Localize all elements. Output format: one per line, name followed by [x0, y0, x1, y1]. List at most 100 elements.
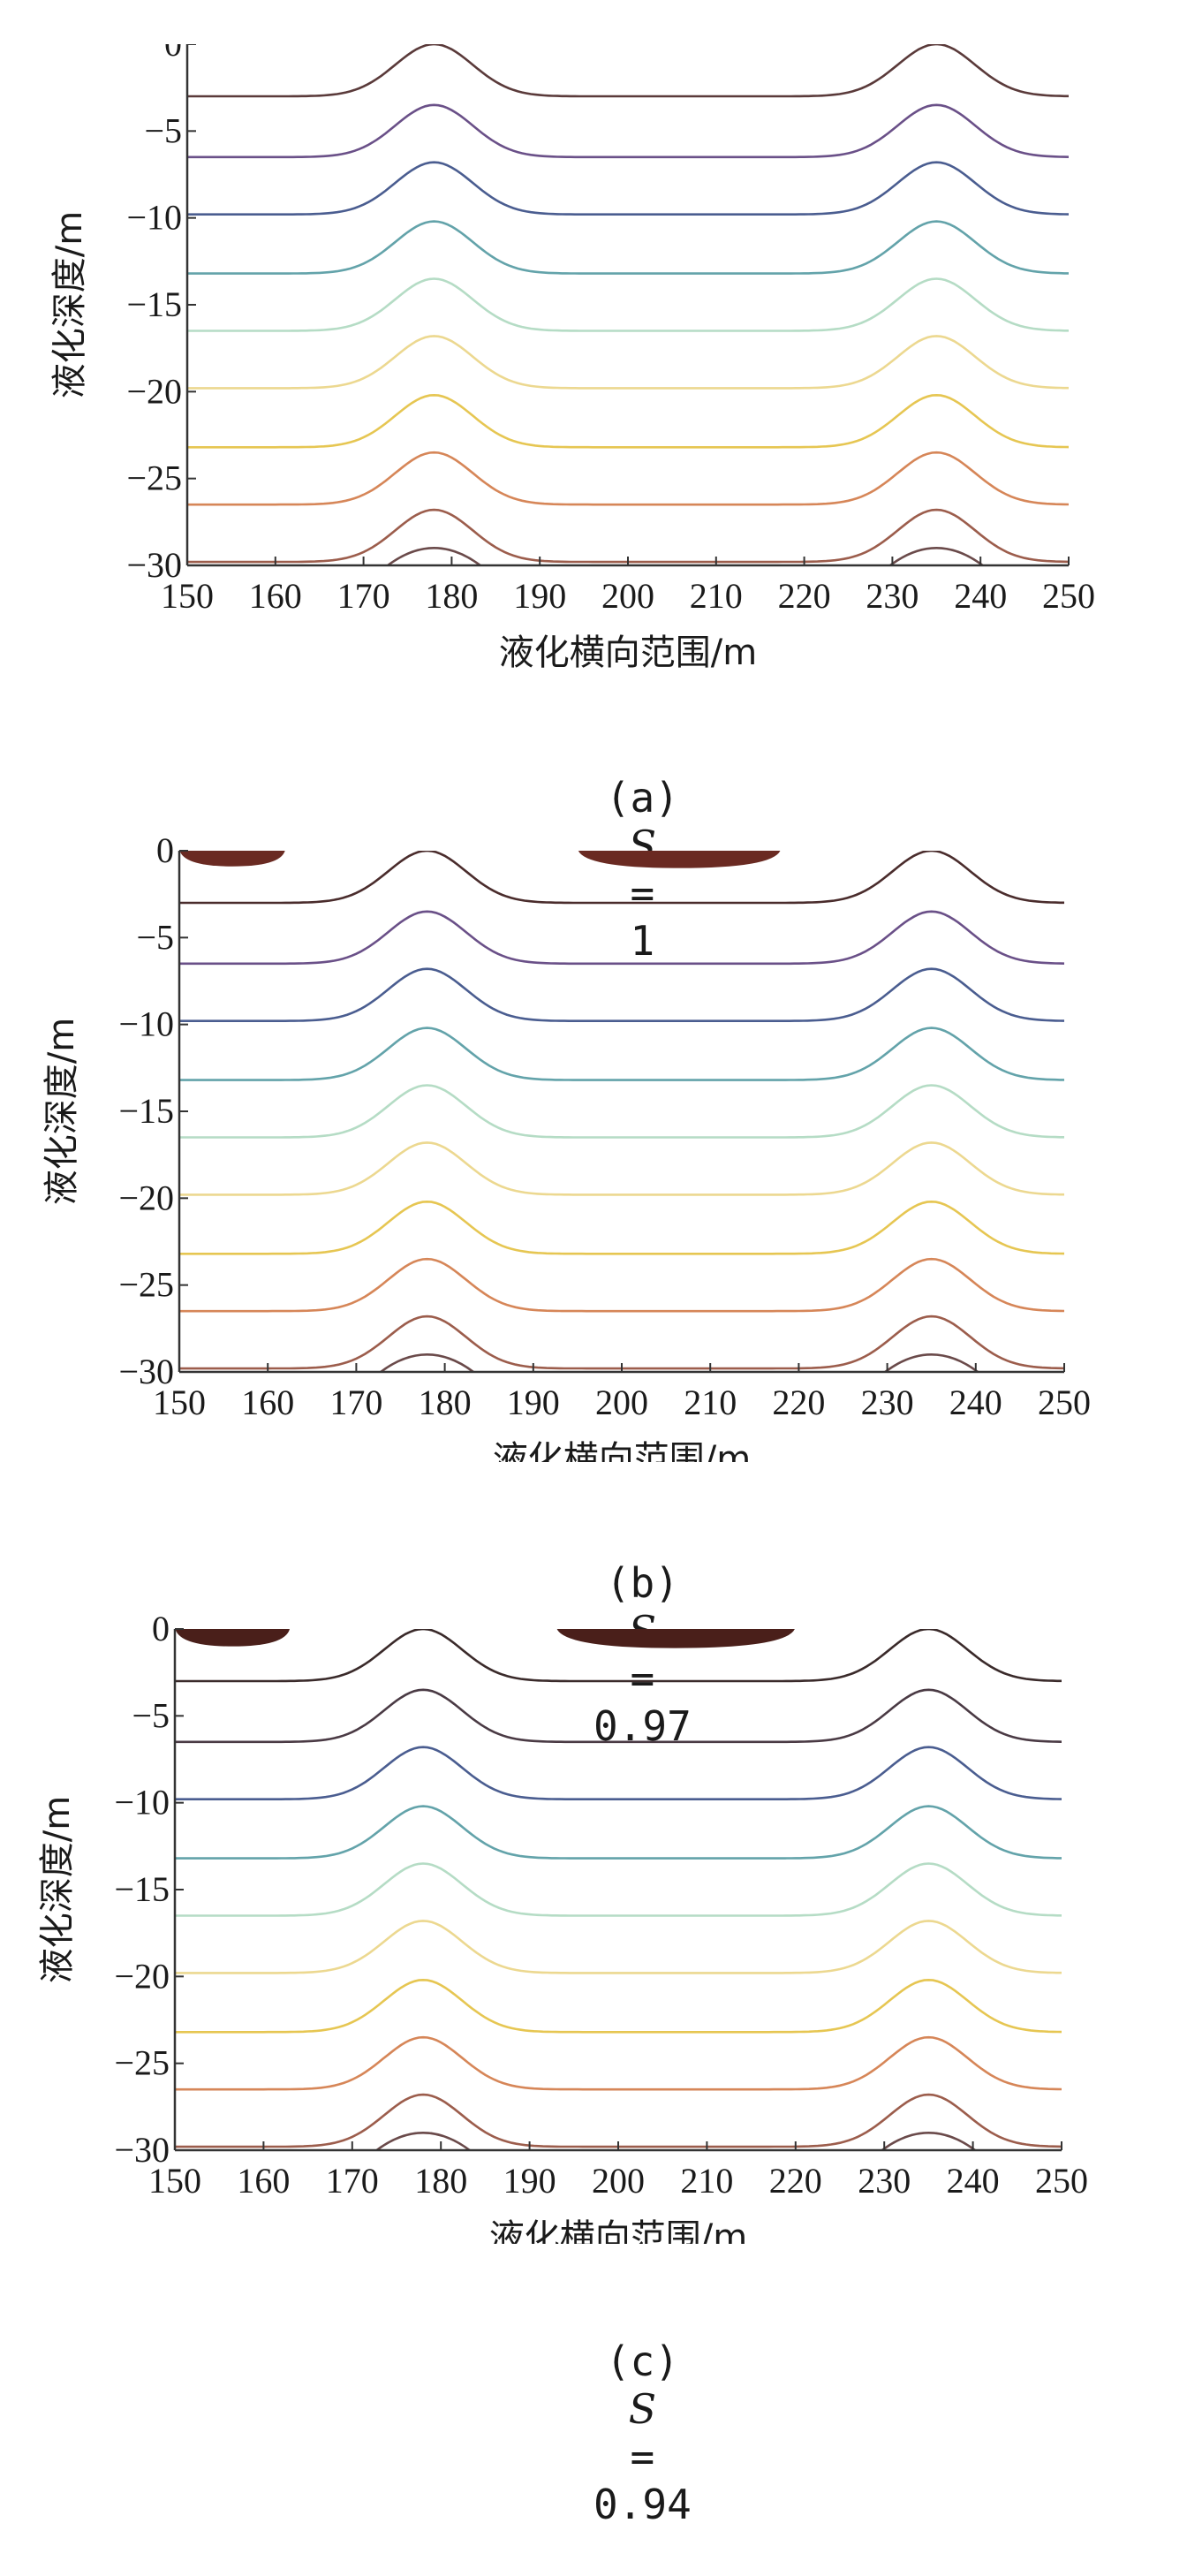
- contour-line-b-4: [179, 1027, 1064, 1081]
- x-tick-label-c: 160: [237, 2161, 290, 2201]
- contour-line-a-3: [187, 161, 1069, 216]
- x-tick-label-a: 240: [954, 576, 1007, 616]
- x-tick-label-a: 220: [778, 576, 831, 616]
- contour-group-a: [187, 44, 1069, 565]
- y-axis-label-c: 液化深度/m: [37, 1796, 78, 1983]
- contour-line-a-1: [187, 44, 1069, 98]
- contour-line-a-2: [187, 103, 1069, 159]
- contour-line-b-5: [179, 1084, 1064, 1139]
- x-tick-label-c: 250: [1035, 2161, 1088, 2201]
- closed-contour-b-1: [378, 1353, 476, 1372]
- x-tick-label-a: 160: [249, 576, 302, 616]
- y-tick-label-a: −5: [144, 110, 182, 150]
- y-tick-label-b: −25: [118, 1265, 174, 1305]
- x-tick-label-b: 200: [595, 1383, 648, 1422]
- x-tick-label-a: 200: [601, 576, 654, 616]
- y-axis-label-a: 液化深度/m: [49, 211, 90, 398]
- x-tick-label-b: 160: [241, 1383, 294, 1422]
- chart-panel-b: 0 −5 −10 −15 −20 −25 −30 150 160 170 180 190 200 210 2…: [0, 826, 1187, 1750]
- contour-line-a-5: [187, 277, 1069, 332]
- x-tick-label-c: 150: [148, 2161, 201, 2201]
- x-tick-label-c: 230: [858, 2161, 911, 2201]
- contour-group-c: [175, 1629, 1062, 2150]
- caption-a: (a) S = 1: [0, 726, 1187, 1012]
- caption-value-c: 0.94: [594, 2481, 692, 2528]
- y-tick-label-c: −5: [132, 1695, 170, 1735]
- contour-line-a-9: [187, 508, 1069, 564]
- caption-equals-c: =: [605, 2433, 679, 2481]
- closed-contour-c-2: [880, 2132, 978, 2150]
- y-axis-label-b: 液化深度/m: [42, 1018, 82, 1205]
- x-axis-label-a: 液化横向范围/m: [499, 633, 757, 673]
- closed-contour-a-2: [888, 547, 985, 565]
- x-tick-label-a: 210: [690, 576, 743, 616]
- contour-line-c-6: [175, 1920, 1062, 1974]
- liquefied-zone-b-1: [179, 851, 285, 867]
- x-tick-label-b: 220: [772, 1383, 825, 1422]
- contour-line-b-6: [179, 1141, 1064, 1196]
- contour-line-c-1: [175, 1629, 1062, 1683]
- contour-line-b-7: [179, 1200, 1064, 1255]
- y-tick-label-a: −10: [126, 198, 182, 238]
- y-tick-label-c: −30: [114, 2130, 170, 2170]
- contour-line-c-4: [175, 1805, 1062, 1860]
- y-tick-label-a: −25: [126, 458, 182, 498]
- x-tick-label-c: 190: [503, 2161, 556, 2201]
- caption-value-a: 1: [630, 917, 655, 965]
- contour-line-b-9: [179, 1315, 1064, 1370]
- caption-symbol-c: S: [628, 2385, 657, 2433]
- contour-line-b-2: [179, 910, 1064, 966]
- contour-line-c-9: [175, 2093, 1062, 2148]
- caption-label-c: (c): [605, 2337, 679, 2385]
- y-tick-label-b: −20: [118, 1178, 174, 1217]
- x-tick-label-a: 230: [866, 576, 919, 616]
- liquefied-zone-b-2: [578, 851, 781, 868]
- closed-contour-b-2: [883, 1353, 980, 1372]
- x-tick-label-b: 240: [949, 1383, 1002, 1422]
- contour-line-b-8: [179, 1257, 1064, 1313]
- contour-line-a-8: [187, 451, 1069, 506]
- x-tick-label-a: 250: [1042, 576, 1095, 616]
- x-tick-label-a: 170: [337, 576, 390, 616]
- y-tick-label-a: −20: [126, 371, 182, 411]
- y-tick-label-c: −25: [114, 2043, 170, 2083]
- y-tick-label-a: 0: [164, 44, 182, 64]
- x-tick-label-a: 180: [425, 576, 478, 616]
- contour-line-a-4: [187, 220, 1069, 275]
- x-axis-label-b: 液化横向范围/m: [493, 1439, 751, 1462]
- y-tick-label-b: −10: [118, 1004, 174, 1044]
- x-tick-label-b: 150: [153, 1383, 206, 1422]
- x-tick-label-b: 210: [684, 1383, 737, 1422]
- caption-equals-a: =: [605, 869, 679, 917]
- caption-c: (c) S = 0.94: [0, 2290, 1187, 2576]
- x-tick-label-b: 250: [1038, 1383, 1091, 1422]
- y-tick-label-a: −30: [126, 545, 182, 585]
- caption-equals-b: =: [605, 1655, 679, 1702]
- x-tick-label-b: 180: [419, 1383, 472, 1422]
- contour-line-c-5: [175, 1862, 1062, 1917]
- x-tick-label-a: 150: [161, 576, 214, 616]
- contour-line-a-6: [187, 335, 1069, 390]
- y-tick-label-b: −30: [118, 1352, 174, 1391]
- y-tick-label-b: −5: [136, 917, 174, 957]
- x-tick-label-c: 220: [769, 2161, 822, 2201]
- liquefied-zone-c-2: [556, 1629, 795, 1648]
- contour-line-b-1: [179, 851, 1064, 905]
- closed-contour-c-1: [374, 2132, 472, 2150]
- y-tick-label-c: −20: [114, 1956, 170, 1996]
- y-tick-label-a: −15: [126, 284, 182, 324]
- x-tick-label-c: 180: [414, 2161, 467, 2201]
- y-tick-label-b: 0: [156, 830, 174, 870]
- x-tick-label-b: 170: [329, 1383, 382, 1422]
- y-tick-label-c: −10: [114, 1783, 170, 1822]
- caption-label-a: (a): [605, 774, 679, 822]
- x-tick-label-b: 190: [507, 1383, 560, 1422]
- contour-line-c-2: [175, 1688, 1062, 1744]
- x-tick-label-c: 240: [947, 2161, 1000, 2201]
- contour-line-c-7: [175, 1978, 1062, 2034]
- x-tick-label-c: 200: [592, 2161, 645, 2201]
- contour-line-b-3: [179, 967, 1064, 1022]
